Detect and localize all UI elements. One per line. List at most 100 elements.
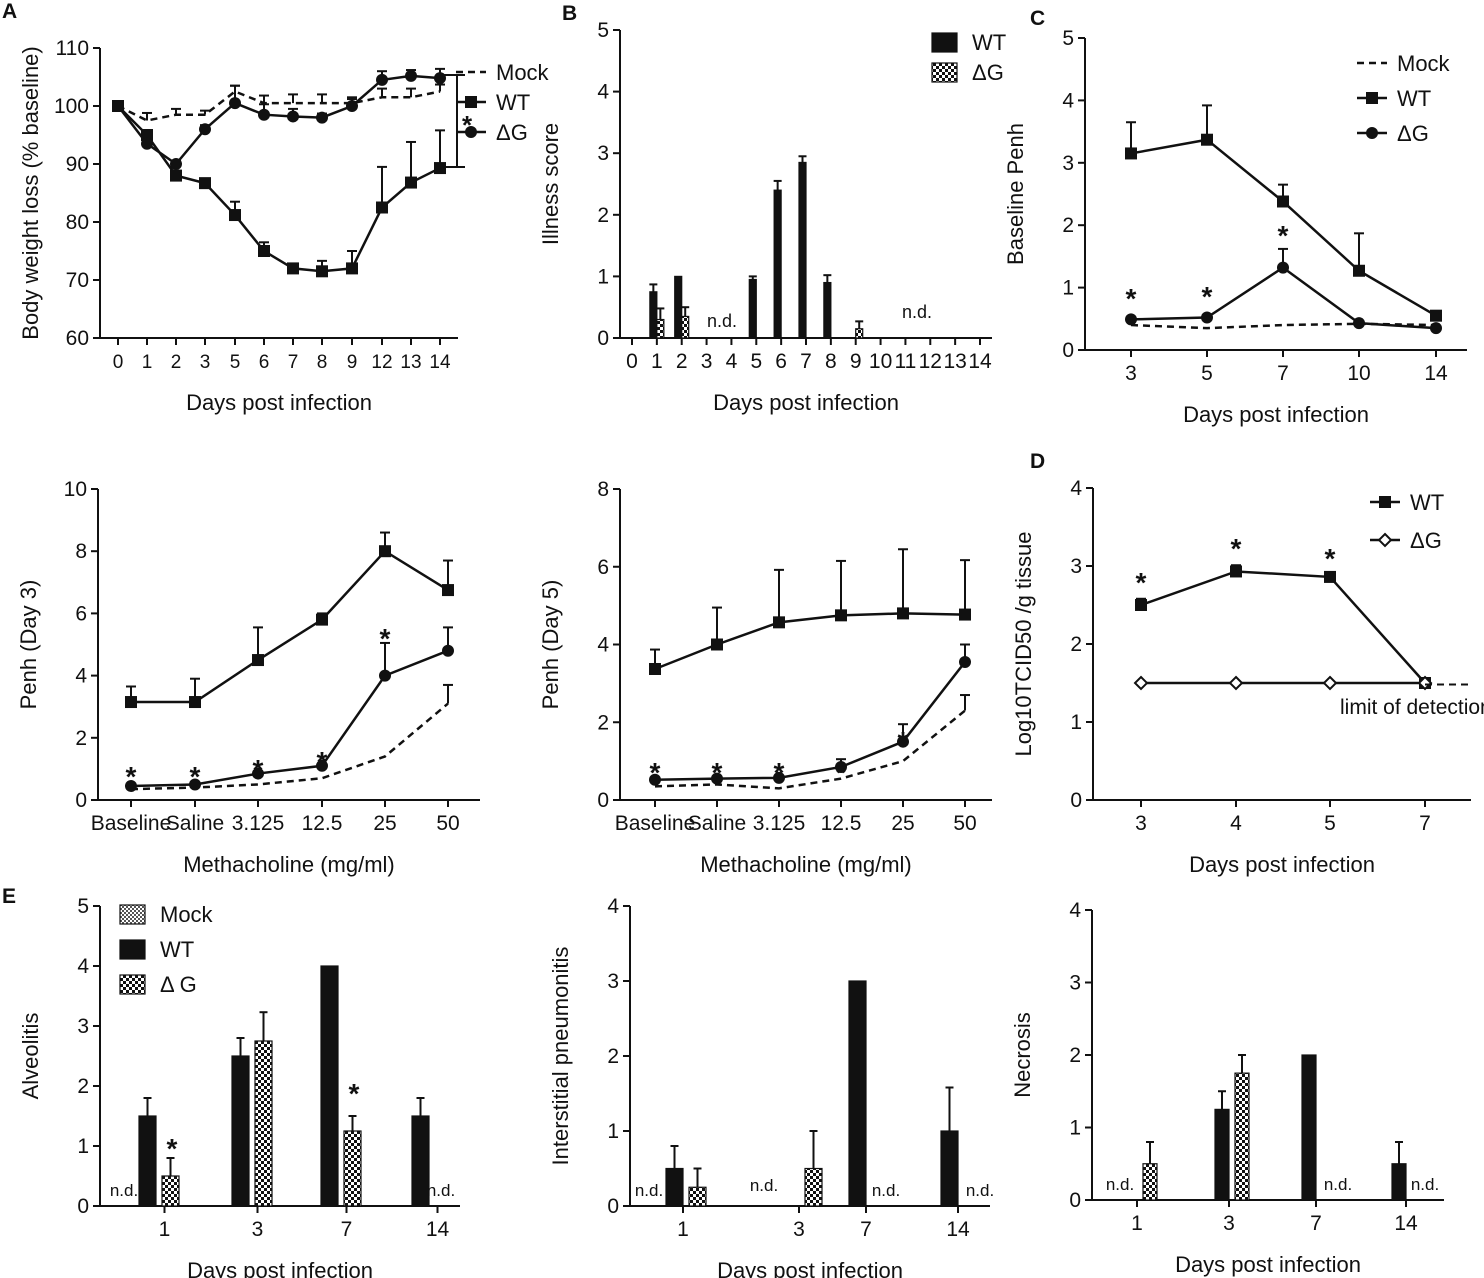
data-point xyxy=(258,108,270,121)
data-point xyxy=(170,158,182,170)
y-tick-label: 3 xyxy=(597,142,609,165)
data-point xyxy=(125,780,137,793)
data-point xyxy=(1277,261,1289,274)
y-tick-label: 0 xyxy=(607,1195,619,1218)
y-tick-label: 1 xyxy=(607,1120,619,1143)
data-point xyxy=(1125,147,1137,160)
x-tick-label: Baseline xyxy=(91,812,172,835)
y-tick-label: 100 xyxy=(54,95,89,118)
bar xyxy=(1142,1163,1158,1201)
significance-star: * xyxy=(167,1133,178,1164)
data-point xyxy=(229,209,241,222)
data-point xyxy=(1417,675,1433,691)
data-point xyxy=(199,123,211,136)
x-tick-label: 1 xyxy=(1131,1212,1143,1235)
significance-star: * xyxy=(380,623,391,654)
data-point xyxy=(405,176,417,189)
x-axis-title: Days post infection xyxy=(717,1258,903,1278)
data-point xyxy=(316,265,328,278)
significance-star: * xyxy=(1325,543,1336,574)
series-line-2 xyxy=(654,661,966,782)
bar xyxy=(161,1175,180,1207)
legend-label: Mock xyxy=(1397,51,1451,76)
y-tick-label: 4 xyxy=(77,955,89,978)
data-point xyxy=(258,245,270,257)
x-tick-label: 3 xyxy=(1125,362,1137,385)
x-tick-label: 0 xyxy=(113,352,124,373)
series-line-0 xyxy=(130,702,449,791)
x-tick-label: 14 xyxy=(426,1218,450,1241)
x-tick-label: 7 xyxy=(1419,812,1431,835)
data-point xyxy=(316,613,328,626)
x-tick-label: 5 xyxy=(1201,362,1213,385)
x-tick-label: 9 xyxy=(347,352,358,373)
bar xyxy=(940,1130,959,1207)
y-tick-label: 3 xyxy=(1070,555,1082,578)
x-tick-label: 1 xyxy=(159,1218,171,1241)
data-point xyxy=(835,760,847,773)
data-point xyxy=(1230,565,1242,578)
y-tick-label: 4 xyxy=(75,665,87,688)
data-point xyxy=(835,609,847,622)
y-axis-title: Illness score xyxy=(538,123,563,245)
bar xyxy=(343,1130,362,1207)
legend-label: WT xyxy=(496,90,530,115)
x-tick-label: Baseline xyxy=(615,812,696,835)
x-tick-label: 7 xyxy=(800,350,812,373)
x-tick-label: 14 xyxy=(968,350,992,373)
panel-label-d: D xyxy=(1030,450,1045,473)
x-tick-label: Saline xyxy=(166,812,224,835)
legend-label: ΔG xyxy=(496,120,528,145)
x-tick-label: 7 xyxy=(341,1218,353,1241)
data-point xyxy=(1201,133,1213,146)
data-point xyxy=(434,162,446,175)
y-tick-label: 2 xyxy=(77,1075,89,1098)
y-tick-label: 3 xyxy=(607,970,619,993)
data-point xyxy=(316,111,328,124)
significance-star: * xyxy=(650,757,661,788)
y-tick-label: 0 xyxy=(1062,339,1074,362)
series-line-1 xyxy=(117,105,441,273)
panel-label-a: A xyxy=(2,0,17,23)
y-tick-label: 6 xyxy=(75,602,87,625)
x-tick-label: 2 xyxy=(676,350,688,373)
x-tick-label: 5 xyxy=(750,350,762,373)
data-point xyxy=(379,669,391,682)
x-tick-label: 1 xyxy=(677,1218,689,1241)
x-tick-label: 3.125 xyxy=(753,812,806,835)
data-point xyxy=(189,778,201,791)
bar xyxy=(320,965,339,1207)
x-tick-label: 3 xyxy=(1135,812,1147,835)
nd-label: n.d. xyxy=(966,1181,994,1200)
x-tick-label: Saline xyxy=(688,812,746,835)
nd-label: n.d. xyxy=(902,302,932,322)
significance-star: * xyxy=(317,746,328,777)
x-tick-label: 3 xyxy=(793,1218,805,1241)
bar xyxy=(231,1055,250,1207)
nd-label: n.d. xyxy=(750,1176,778,1195)
y-tick-label: 1 xyxy=(77,1135,89,1158)
chart-viral-titer: 0 1 2 3 4 3 4 5 7 Log10TCID50 /g tissue Days post … xyxy=(1011,477,1484,877)
legend-label: ΔG xyxy=(1397,121,1429,146)
data-point xyxy=(1322,675,1338,691)
x-tick-label: 5 xyxy=(230,352,241,373)
bar xyxy=(254,1040,273,1207)
y-tick-label: 8 xyxy=(75,540,87,563)
x-tick-label: 4 xyxy=(726,350,738,373)
x-axis-title: Days post infection xyxy=(187,1258,373,1278)
legend-label: Mock xyxy=(496,60,550,85)
data-point xyxy=(711,638,723,651)
series-line-0 xyxy=(1140,570,1426,684)
nd-label: n.d. xyxy=(110,1181,138,1200)
x-axis-title: Days post infection xyxy=(186,390,372,415)
x-tick-label: 50 xyxy=(436,812,459,835)
data-point xyxy=(199,177,211,190)
y-tick-label: 0 xyxy=(77,1195,89,1218)
significance-star: * xyxy=(349,1078,360,1109)
x-tick-label: 12.5 xyxy=(821,812,862,835)
data-point xyxy=(229,97,241,110)
series-line-0 xyxy=(117,90,441,122)
chart-baseline-penh: 0 1 2 3 4 5 3 5 7 10 14 Baseline Penh Days post infe… xyxy=(1003,27,1467,427)
x-tick-label: 5 xyxy=(1324,812,1336,835)
